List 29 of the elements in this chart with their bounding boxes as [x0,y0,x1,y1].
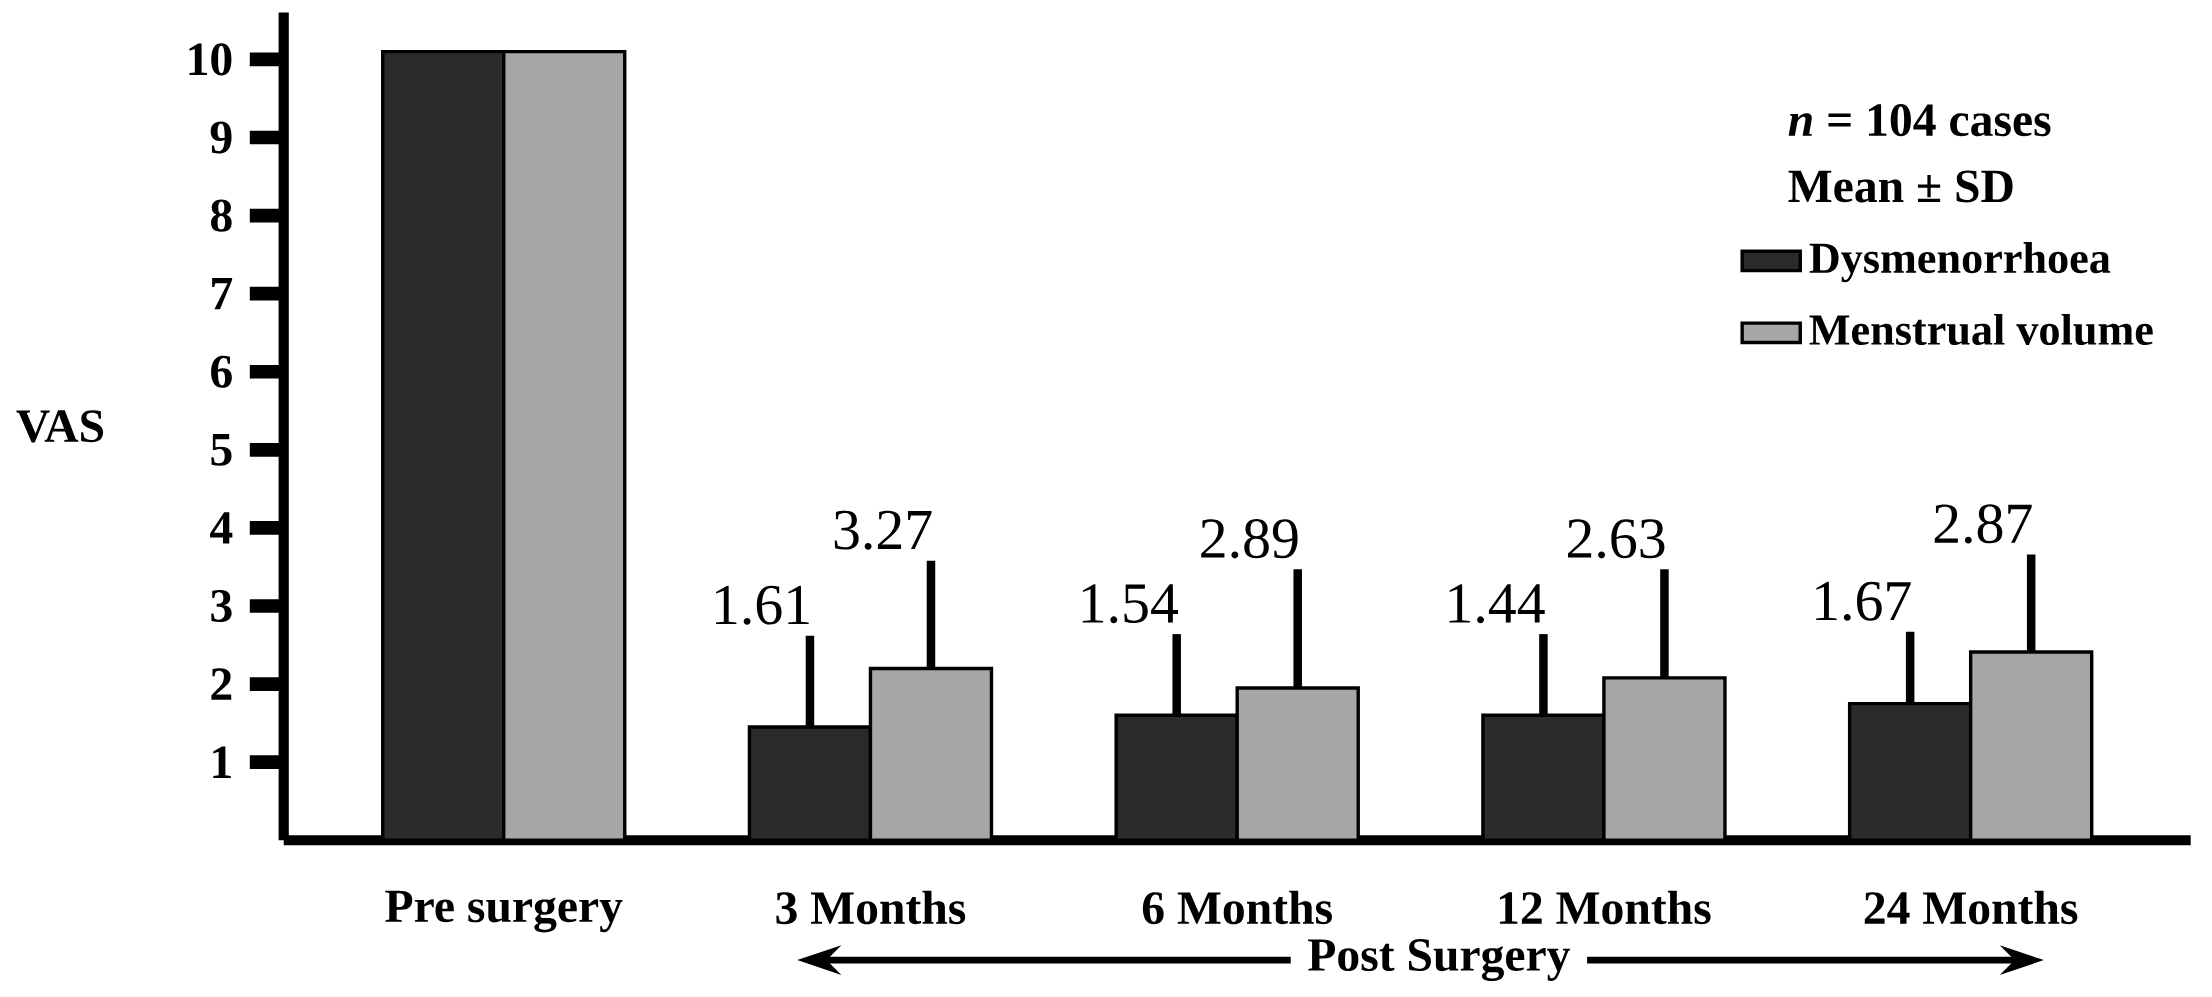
x-tick-label: 24 Months [1864,890,2078,925]
y-tick-label: 4 [210,512,233,544]
y-tick-label: 6 [211,355,232,388]
annotation: 2.87 [1934,504,2032,544]
x-tick-label: 12 Months [1499,890,1711,925]
annotation: Mean ± SD [1788,170,2013,203]
legend-label: Menstrual volume [1809,313,2153,346]
y-tick-label: 2 [211,668,232,700]
x-tick-label: 3 Months [776,890,966,925]
y-axis-title: VAS [16,410,104,443]
y-tick-label: 3 [211,589,232,623]
annotation: 1.67 [1816,581,1911,621]
annotation: 3.27 [834,510,932,550]
annotation: 1.44 [1449,584,1545,624]
y-tick-label: 1 [213,746,231,778]
y-tick-label: 10 [189,43,232,76]
annotation: 1.61 [716,585,809,625]
y-tick-label: 8 [211,199,232,232]
text: Post Surgery [1308,939,1571,982]
y-tick-label: 5 [211,433,232,466]
y-tick-label: 9 [210,121,232,154]
x-tick-label: Pre surgery [385,890,623,933]
annotation: 1.54 [1082,584,1178,624]
legend-label: Dysmenorrhoea [1809,242,2111,283]
x-tick-label: 6 Months [1142,890,1332,925]
annotation: 2.63 [1567,519,1665,559]
y-tick-label: 7 [212,278,233,310]
annotation: 2.89 [1201,519,1298,559]
annotation: n = 104 cases [1788,104,2051,137]
